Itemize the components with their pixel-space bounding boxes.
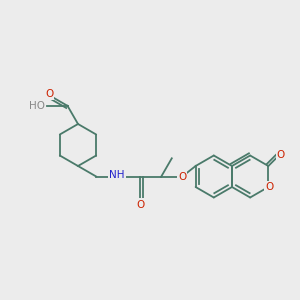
Text: HO: HO bbox=[28, 101, 44, 111]
Text: O: O bbox=[136, 200, 144, 209]
Text: O: O bbox=[277, 149, 285, 160]
Text: NH: NH bbox=[110, 170, 125, 181]
Text: O: O bbox=[45, 89, 53, 99]
Text: O: O bbox=[178, 172, 186, 182]
Text: O: O bbox=[265, 182, 274, 192]
